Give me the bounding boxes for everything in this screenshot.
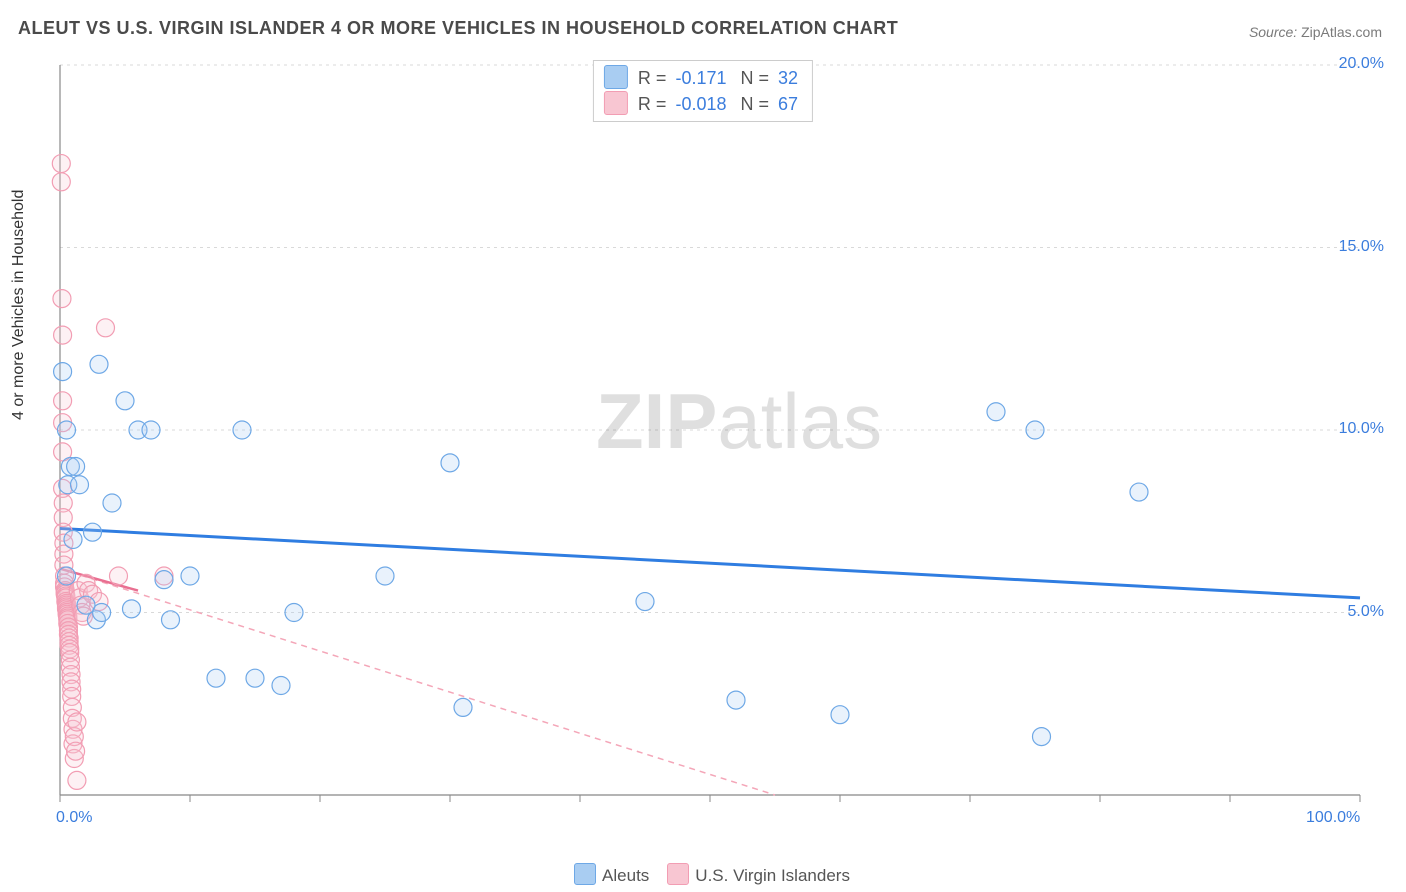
- series-swatch: [574, 863, 596, 885]
- legend-r-value: -0.171: [675, 68, 726, 88]
- chart-svg: [50, 55, 1380, 835]
- legend-r-value: -0.018: [675, 94, 726, 114]
- y-axis-label: 4 or more Vehicles in Household: [10, 190, 28, 420]
- x-tick-label: 0.0%: [56, 809, 92, 827]
- chart-source: Source: ZipAtlas.com: [1249, 24, 1382, 40]
- legend-n-value: 67: [778, 94, 798, 114]
- legend-r-label: R =: [638, 94, 667, 114]
- legend-r-label: R =: [638, 68, 667, 88]
- legend-swatch: [604, 65, 628, 89]
- series-swatch: [667, 863, 689, 885]
- y-tick-label: 15.0%: [1339, 238, 1384, 256]
- legend-n-value: 32: [778, 68, 798, 88]
- legend-swatch: [604, 91, 628, 115]
- legend-n-label: N =: [741, 68, 770, 88]
- legend-row: R = -0.018 N = 67: [604, 91, 802, 117]
- chart-title: ALEUT VS U.S. VIRGIN ISLANDER 4 OR MORE …: [18, 18, 898, 39]
- series-legend: Aleuts U.S. Virgin Islanders: [0, 863, 1406, 886]
- legend-n-label: N =: [741, 94, 770, 114]
- legend-row: R = -0.171 N = 32: [604, 65, 802, 91]
- y-tick-label: 20.0%: [1339, 55, 1384, 73]
- series-label: U.S. Virgin Islanders: [695, 866, 850, 885]
- chart-plot-area: [50, 55, 1380, 835]
- series-label: Aleuts: [602, 866, 649, 885]
- y-tick-label: 10.0%: [1339, 420, 1384, 438]
- x-tick-label: 100.0%: [1306, 809, 1360, 827]
- source-label: Source:: [1249, 24, 1297, 40]
- y-tick-label: 5.0%: [1348, 603, 1384, 621]
- source-value: ZipAtlas.com: [1301, 24, 1382, 40]
- correlation-legend: R = -0.171 N = 32R = -0.018 N = 67: [593, 60, 813, 122]
